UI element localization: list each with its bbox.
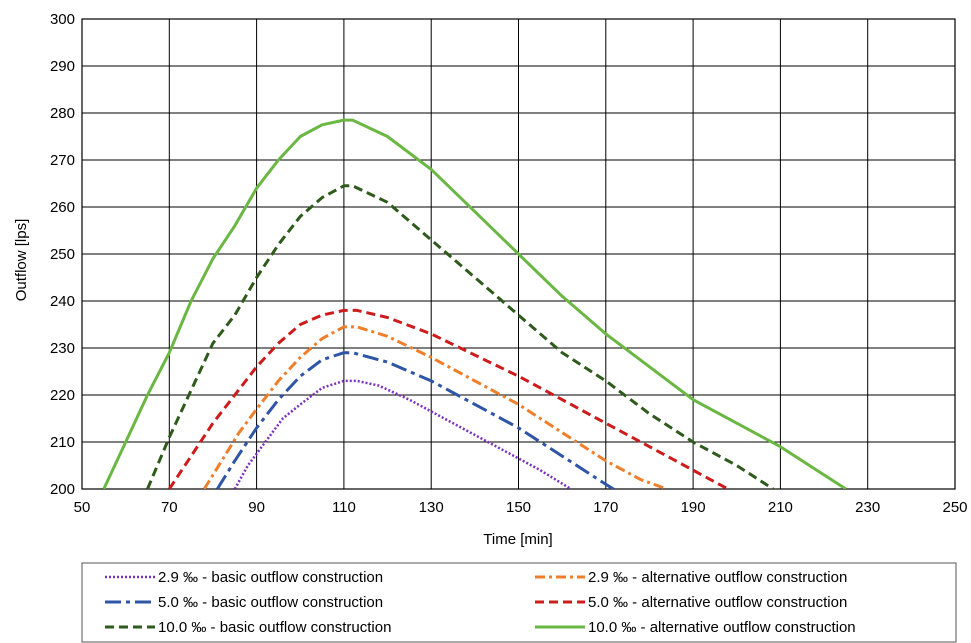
tick-labels: 50 70 90 110 130 150 170 190 210 230 250 200 210 220 2…	[50, 11, 968, 516]
series-line-5	[146, 184, 776, 489]
y-axis-title: Outflow [lps]	[13, 219, 30, 302]
y-tick-label: 300	[50, 11, 75, 28]
x-axis-title: Time [min]	[483, 531, 552, 548]
y-tick-label: 200	[50, 481, 75, 498]
legend-label-2: 2.9 ‰ - alternative outflow construction	[588, 569, 847, 586]
y-tick-label: 270	[50, 152, 75, 169]
legend-box	[81, 562, 957, 643]
x-tick-label: 110	[332, 499, 356, 516]
series-line-1	[233, 379, 572, 489]
series-line-2	[202, 325, 668, 489]
x-tick-label: 50	[74, 499, 91, 516]
series-lines	[102, 118, 847, 489]
legend-label-1: 2.9 ‰ - basic outflow construction	[158, 569, 383, 586]
grid	[81, 18, 956, 490]
legend: 2.9 ‰ - basic outflow construction 2.9 ‰ …	[81, 562, 957, 643]
y-tick-label: 260	[50, 199, 75, 216]
x-tick-label: 210	[768, 499, 793, 516]
x-tick-label: 90	[248, 499, 265, 516]
x-tick-label: 190	[681, 499, 706, 516]
legend-label-3: 5.0 ‰ - basic outflow construction	[158, 594, 383, 611]
series-line-6	[102, 118, 847, 489]
y-tick-label: 280	[50, 105, 75, 122]
y-tick-label: 240	[50, 293, 75, 310]
legend-label-5: 10.0 ‰ - basic outflow construction	[158, 619, 391, 636]
y-tick-label: 250	[50, 246, 75, 263]
y-tick-label: 290	[50, 58, 75, 75]
x-tick-label: 150	[506, 499, 531, 516]
x-tick-label: 170	[593, 499, 618, 516]
series-line-4	[168, 308, 729, 489]
y-tick-label: 210	[50, 434, 75, 451]
x-tick-label: 250	[942, 499, 967, 516]
x-tick-label: 70	[161, 499, 178, 516]
series-line-3	[216, 351, 617, 489]
y-tick-label: 230	[50, 340, 75, 357]
legend-label-6: 10.0 ‰ - alternative outflow constructio…	[588, 619, 856, 636]
plot-area-border	[81, 18, 956, 490]
x-tick-label: 230	[855, 499, 880, 516]
y-tick-label: 220	[50, 387, 75, 404]
legend-label-4: 5.0 ‰ - alternative outflow construction	[588, 594, 847, 611]
x-tick-label: 130	[419, 499, 444, 516]
